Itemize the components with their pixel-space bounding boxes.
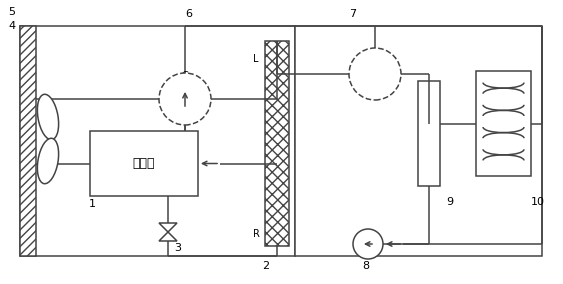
Text: 6: 6 (185, 9, 193, 19)
Text: R: R (253, 229, 260, 239)
Text: 2: 2 (262, 261, 270, 271)
Text: D: D (199, 94, 207, 104)
Text: C: C (182, 71, 189, 81)
Text: A: A (182, 115, 188, 125)
Text: 4: 4 (8, 21, 16, 31)
Bar (476, 71, 531, 176)
Text: Y: Y (390, 81, 396, 91)
Bar (295, 26, 542, 256)
Bar (418, 81, 440, 186)
Text: 10: 10 (531, 197, 545, 207)
Text: 8: 8 (363, 261, 369, 271)
Text: 5: 5 (8, 7, 16, 17)
Polygon shape (159, 232, 177, 241)
Text: L: L (253, 54, 259, 64)
Circle shape (159, 73, 211, 125)
Text: 7: 7 (350, 9, 356, 19)
Text: 9: 9 (446, 197, 454, 207)
Ellipse shape (37, 94, 59, 140)
Circle shape (349, 48, 401, 100)
Text: Z: Z (390, 57, 396, 67)
Circle shape (353, 229, 383, 259)
Text: 1: 1 (88, 199, 96, 209)
Text: 压缩机: 压缩机 (133, 157, 155, 170)
Polygon shape (159, 223, 177, 232)
Ellipse shape (37, 138, 59, 184)
Bar (265, 41, 289, 246)
Bar (20, 26, 295, 256)
Text: B: B (160, 94, 167, 104)
Bar (90, 131, 198, 196)
Text: 3: 3 (175, 243, 181, 253)
Text: X: X (348, 69, 355, 79)
Bar (20, 26, 36, 256)
